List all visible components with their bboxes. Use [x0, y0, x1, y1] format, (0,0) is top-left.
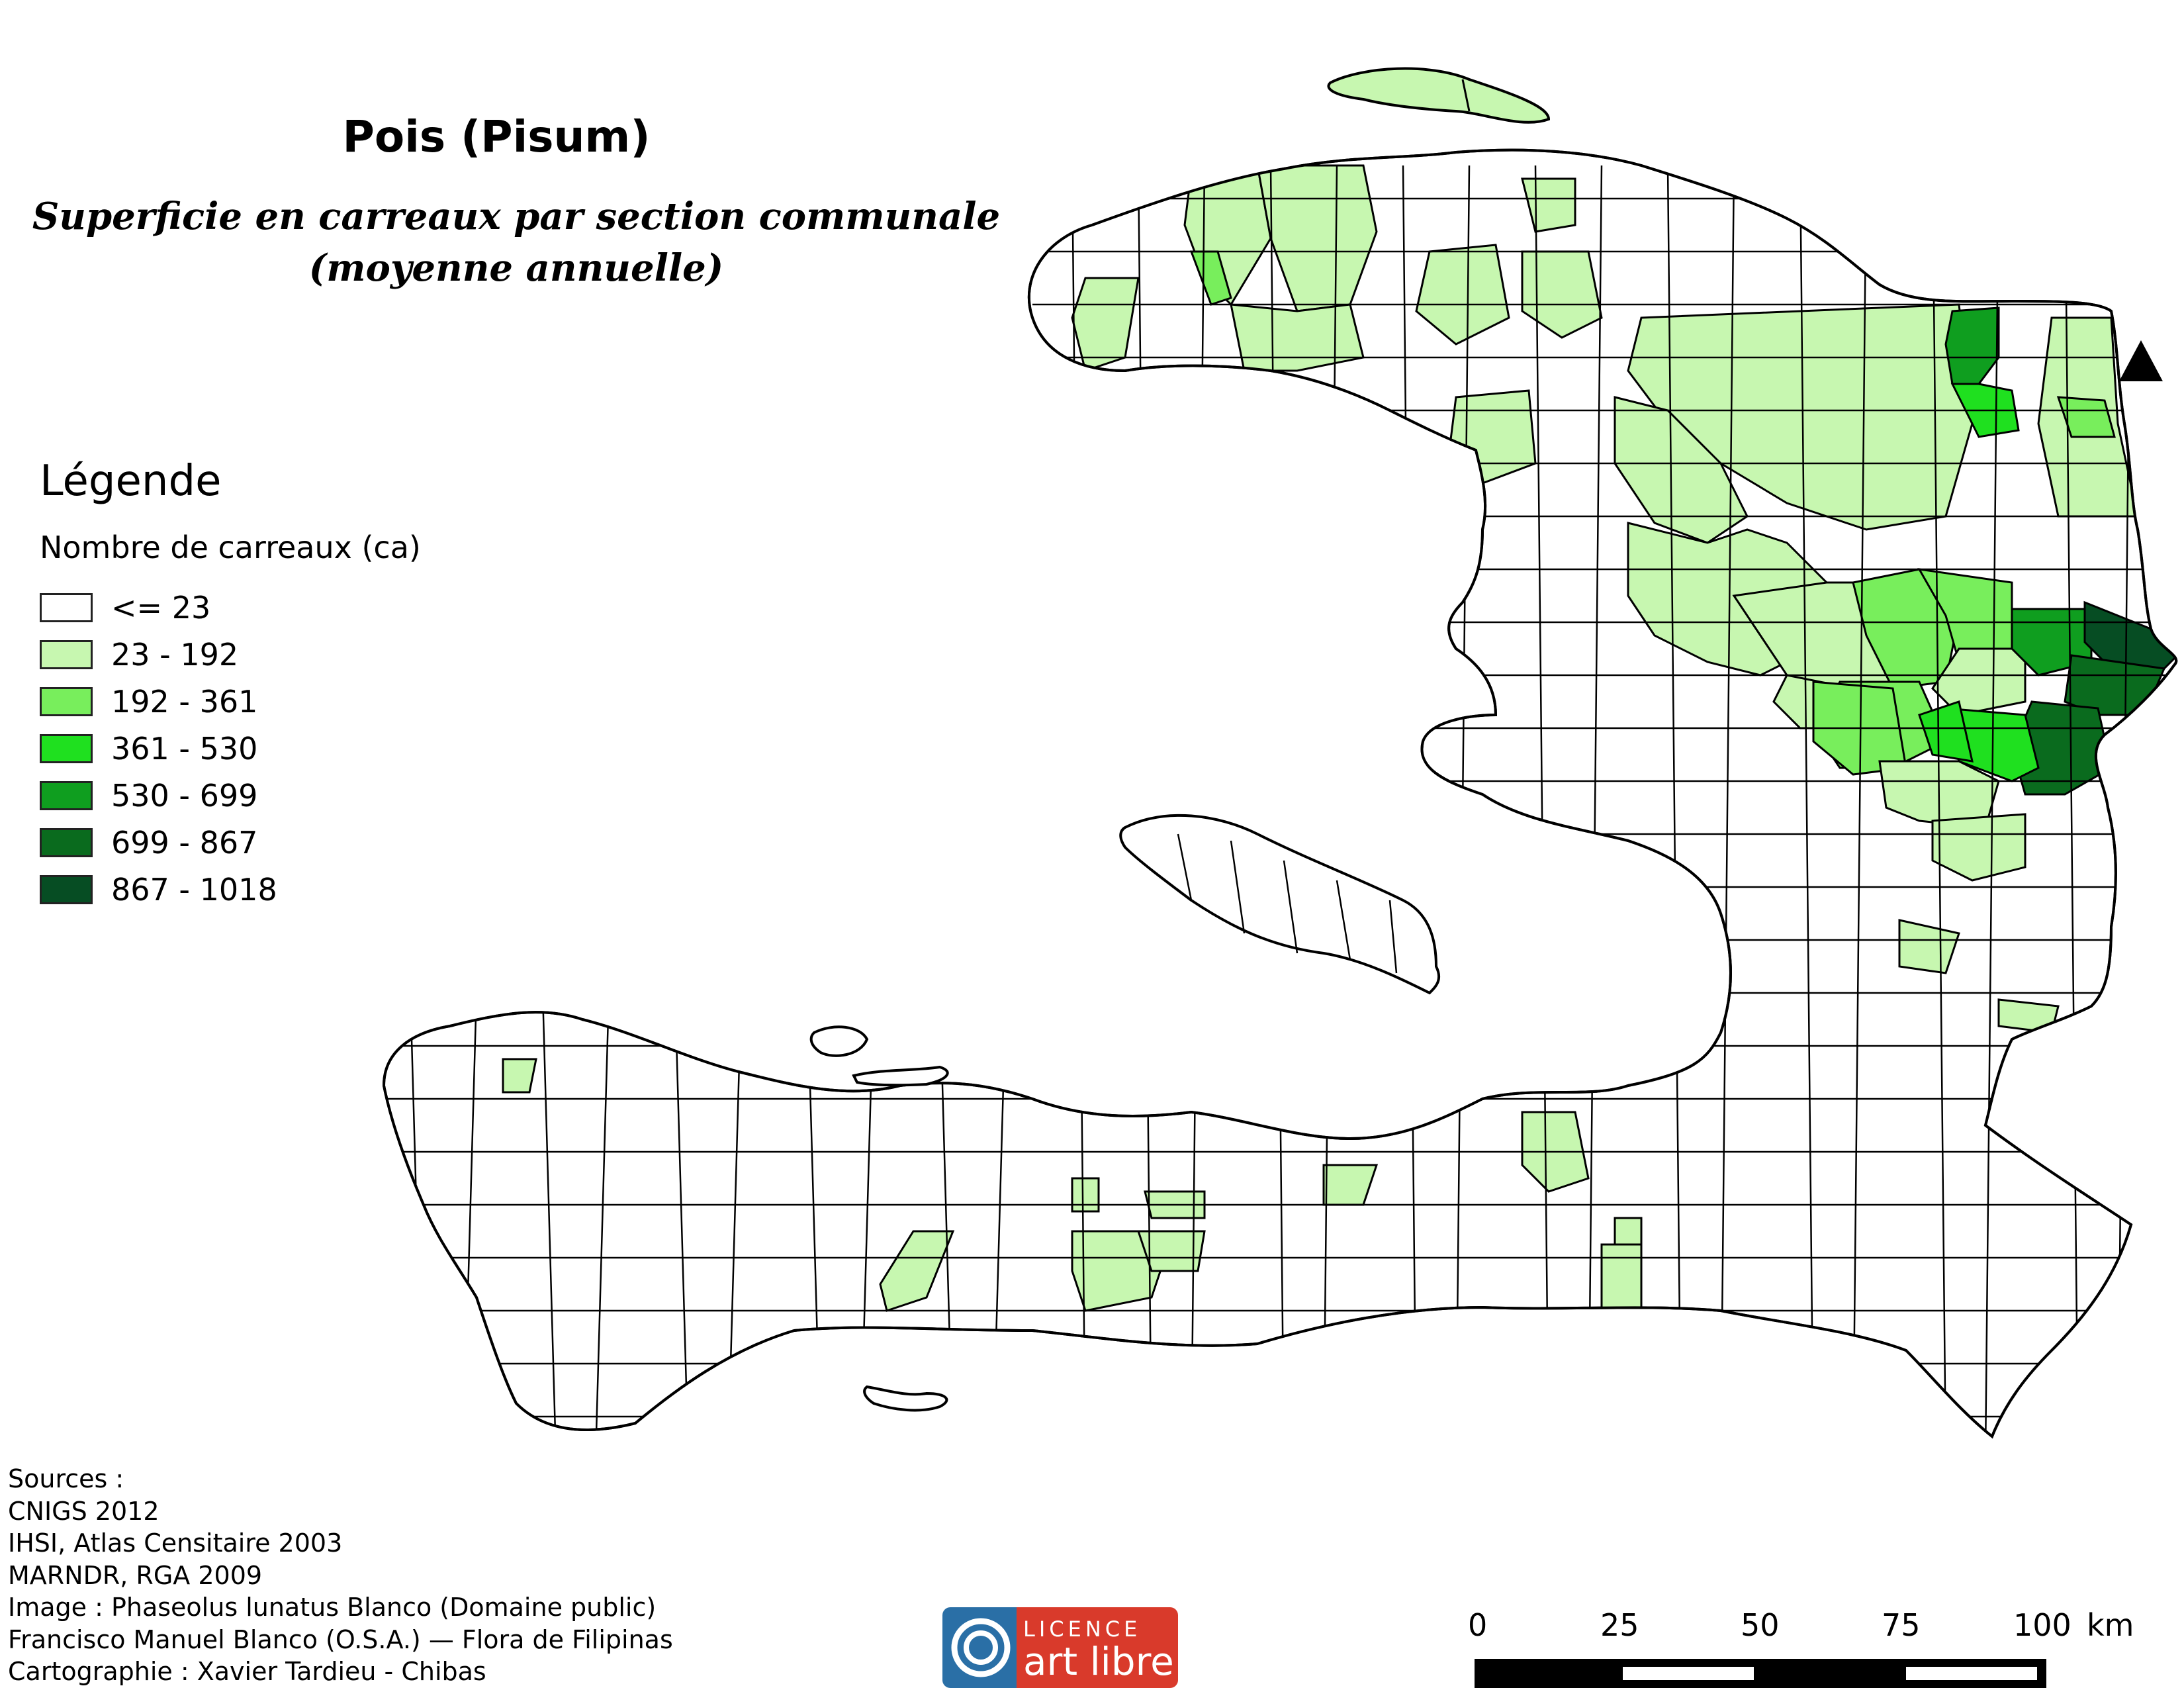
- section-s-8: [1600, 1243, 1643, 1312]
- section-cp-9: [1931, 813, 2026, 882]
- legend-class-label: 192 - 361: [111, 683, 258, 720]
- legend-class-row: 23 - 192: [40, 631, 421, 678]
- section-cp-361-2: [1918, 700, 1974, 763]
- legend: Légende Nombre de carreaux (ca) <= 23 23 …: [40, 457, 421, 913]
- section-nw-d: [1230, 303, 1365, 372]
- legend-subtitle: Nombre de carreaux (ca): [40, 530, 421, 565]
- source-line: MARNDR, RGA 2009: [8, 1560, 263, 1590]
- licence-name: art libre: [1023, 1639, 1174, 1684]
- scale-unit: km: [2087, 1607, 2134, 1643]
- legend-class-row: 192 - 361: [40, 678, 421, 725]
- source-line: Francisco Manuel Blanco (O.S.A.) — Flora…: [8, 1624, 673, 1654]
- legend-class-row: 361 - 530: [40, 725, 421, 772]
- section-s-1: [502, 1058, 537, 1094]
- legend-swatch: [40, 780, 93, 810]
- map-subtitle: Superficie en carreaux par section commu…: [13, 191, 1019, 294]
- source-line: CNIGS 2012: [8, 1496, 159, 1526]
- legend-class-label: 530 - 699: [111, 777, 258, 814]
- section-s-10: [1614, 1217, 1643, 1246]
- north-arrow-icon: [2119, 340, 2163, 381]
- legend-swatch: [40, 827, 93, 857]
- island-cayemites-2: [852, 1065, 949, 1087]
- licence-label: LICENCE: [1023, 1617, 1142, 1642]
- legend-class-label: 699 - 867: [111, 824, 258, 861]
- mainland-coast: [382, 148, 2178, 1439]
- licence-art-libre-logo: LICENCE art libre: [942, 1607, 1178, 1688]
- island-cayemites: [809, 1025, 869, 1057]
- island-tortue: [1327, 67, 1551, 124]
- legend-class-row: 699 - 867: [40, 819, 421, 866]
- source-line: Image : Phaseolus lunatus Blanco (Domain…: [8, 1593, 657, 1622]
- source-line: Cartographie : Xavier Tardieu - Chibas: [8, 1657, 486, 1686]
- legend-swatch: [40, 733, 93, 763]
- legend-class-label: 867 - 1018: [111, 871, 277, 908]
- legend-class-label: 361 - 530: [111, 730, 258, 767]
- source-line: Sources :: [8, 1464, 124, 1493]
- legend-classes: <= 23 23 - 192 192 - 361 361 - 530 530 - 699…: [40, 584, 421, 913]
- legend-class-label: <= 23: [111, 589, 211, 626]
- scale-tick-50: 50: [1741, 1607, 1780, 1643]
- legend-title: Légende: [40, 457, 222, 506]
- subtitle-line-2: (moyenne annuelle): [308, 246, 724, 290]
- legend-class-row: 867 - 1018: [40, 866, 421, 913]
- scale-tick-25: 25: [1600, 1607, 1639, 1643]
- source-line: IHSI, Atlas Censitaire 2003: [8, 1528, 343, 1558]
- legend-swatch: [40, 639, 93, 669]
- section-s-9: [1071, 1177, 1100, 1213]
- sources-block: Sources : CNIGS 2012 IHSI, Atlas Censitair…: [8, 1463, 673, 1688]
- scale-tick-0: 0: [1468, 1607, 1488, 1643]
- scale-tick-75: 75: [1882, 1607, 1921, 1643]
- section-cp-10: [1898, 919, 1960, 974]
- section-n-a: [1415, 244, 1510, 346]
- legend-swatch: [40, 686, 93, 716]
- legend-class-row: 530 - 699: [40, 772, 421, 819]
- section-ne-band-2: [1614, 396, 1749, 544]
- legend-swatch: [40, 592, 93, 622]
- licence-circle-icon: [942, 1607, 1017, 1688]
- legend-class-row: <= 23: [40, 584, 421, 631]
- island-gonave: [1119, 814, 1441, 995]
- subtitle-line-1: Superficie en carreaux par section commu…: [32, 195, 1001, 238]
- legend-swatch: [40, 874, 93, 904]
- section-cp-11: [1997, 998, 2060, 1034]
- section-cp-dark-2: [2064, 654, 2166, 716]
- section-fills: [502, 164, 2177, 1312]
- island-tortue-border: [1461, 79, 1471, 112]
- legend-class-label: 23 - 192: [111, 636, 239, 673]
- scale-tick-100: 100: [2013, 1607, 2071, 1643]
- island-gonave-sections: [1177, 833, 1398, 974]
- map-title: Pois (Pisum): [342, 111, 651, 162]
- island-vache: [863, 1385, 948, 1412]
